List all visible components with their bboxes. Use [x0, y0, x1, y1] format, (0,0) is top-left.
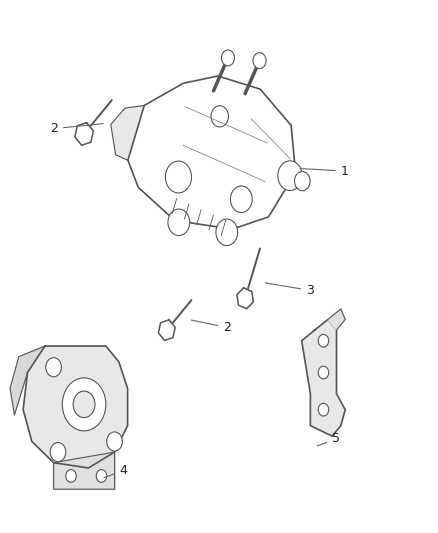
Polygon shape	[10, 346, 45, 415]
Polygon shape	[159, 320, 175, 341]
Circle shape	[294, 172, 310, 191]
Circle shape	[318, 334, 328, 347]
Polygon shape	[111, 106, 144, 160]
Circle shape	[107, 432, 122, 451]
Polygon shape	[328, 309, 345, 330]
Polygon shape	[53, 452, 115, 489]
Circle shape	[96, 470, 107, 482]
Circle shape	[222, 50, 234, 66]
Polygon shape	[302, 319, 345, 436]
Text: 3: 3	[265, 283, 314, 297]
Circle shape	[318, 366, 328, 379]
Circle shape	[62, 378, 106, 431]
Circle shape	[278, 161, 302, 190]
Text: 2: 2	[50, 122, 103, 135]
Polygon shape	[128, 76, 296, 229]
Polygon shape	[237, 288, 253, 309]
Circle shape	[253, 53, 266, 69]
Circle shape	[168, 209, 190, 236]
Polygon shape	[23, 346, 127, 468]
Polygon shape	[75, 123, 93, 145]
Circle shape	[50, 442, 66, 462]
Circle shape	[46, 358, 61, 377]
Circle shape	[66, 470, 76, 482]
Text: 1: 1	[300, 165, 349, 177]
Text: 2: 2	[191, 320, 231, 334]
Text: 4: 4	[104, 464, 127, 478]
Text: 5: 5	[318, 432, 340, 446]
Circle shape	[318, 403, 328, 416]
Circle shape	[216, 219, 238, 246]
Circle shape	[73, 391, 95, 418]
